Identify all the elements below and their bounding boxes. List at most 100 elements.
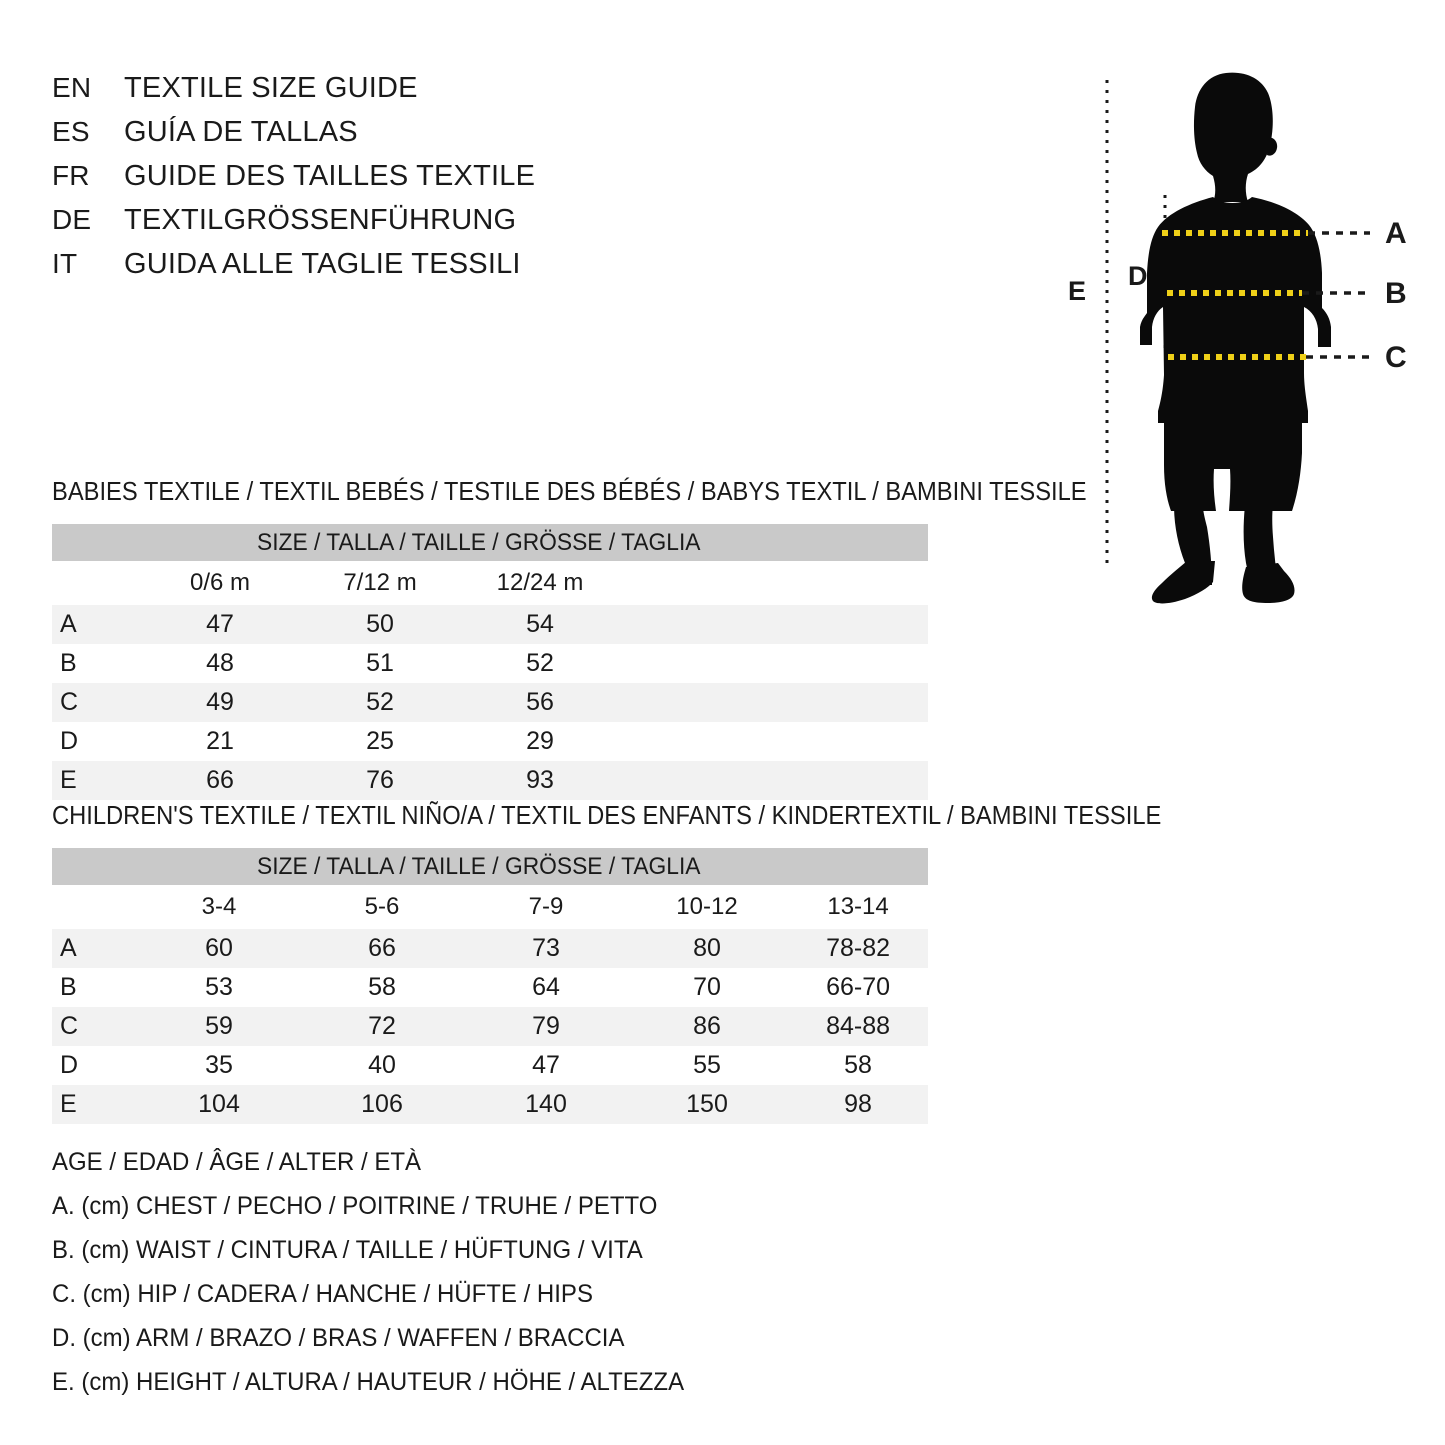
arm-label-d: D [1128,261,1148,291]
table-row: B 53 58 64 70 66-70 [52,968,929,1007]
babies-cell-d-fill [620,722,929,761]
language-code-fr: FR [52,160,90,191]
children-cell-a-4: 78-82 [788,929,929,968]
children-cell-d-1: 40 [298,1046,466,1085]
children-cell-c-3: 86 [626,1007,788,1046]
legend-line-arm: D. (cm) ARM / BRAZO / BRAS / WAFFEN / BR… [52,1324,625,1352]
babies-textile-section: BABIES TEXTILE / TEXTIL BEBÉS / TESTILE … [52,478,1232,800]
children-size-band-row: SIZE / TALLA / TAILLE / GRÖSSE / TAGLIA [52,848,929,885]
babies-size-band-label: SIZE / TALLA / TAILLE / GRÖSSE / TAGLIA [52,524,929,561]
babies-cell-a-2: 54 [460,605,620,644]
children-cell-b-2: 64 [466,968,626,1007]
babies-corner-cell [52,561,140,605]
babies-row-label-e: E [52,761,140,800]
babies-column-header-row: 0/6 m 7/12 m 12/24 m [52,561,929,605]
table-row: D 35 40 47 55 58 [52,1046,929,1085]
babies-cell-d-2: 29 [460,722,620,761]
children-column-header-row: 3-4 5-6 7-9 10-12 13-14 [52,885,929,929]
children-cell-c-2: 79 [466,1007,626,1046]
children-size-table: SIZE / TALLA / TAILLE / GRÖSSE / TAGLIA … [52,848,929,1124]
babies-cell-a-fill [620,605,929,644]
babies-cell-e-1: 76 [300,761,460,800]
children-row-label-a: A [52,929,140,968]
babies-cell-c-1: 52 [300,683,460,722]
legend-line-age: AGE / EDAD / ÂGE / ALTER / ETÀ [52,1148,421,1176]
babies-cell-b-2: 52 [460,644,620,683]
children-corner-cell [52,885,140,929]
table-row: A 47 50 54 [52,605,929,644]
legend-line-height: E. (cm) HEIGHT / ALTURA / HAUTEUR / HÖHE… [52,1368,685,1396]
children-cell-b-0: 53 [140,968,298,1007]
babies-column-header-2: 12/24 m [460,561,620,605]
babies-row-label-b: B [52,644,140,683]
children-cell-e-0: 104 [140,1085,298,1124]
language-title-fr: GUIDE DES TAILLES TEXTILE [124,160,536,192]
language-row-de: DE TEXTILGRÖSSENFÜHRUNG [52,204,692,248]
children-cell-d-3: 55 [626,1046,788,1085]
language-row-es: ES GUÍA DE TALLAS [52,116,692,160]
babies-cell-b-0: 48 [140,644,300,683]
babies-cell-c-0: 49 [140,683,300,722]
table-row: E 104 106 140 150 98 [52,1085,929,1124]
chest-label-a: A [1385,217,1407,250]
babies-cell-e-0: 66 [140,761,300,800]
children-column-header-1: 5-6 [298,885,466,929]
measurement-legend: AGE / EDAD / ÂGE / ALTER / ETÀ A. (cm) C… [52,1140,952,1404]
babies-column-header-1: 7/12 m [300,561,460,605]
language-title-es: GUÍA DE TALLAS [124,116,358,148]
babies-cell-d-0: 21 [140,722,300,761]
language-row-en: EN TEXTILE SIZE GUIDE [52,72,692,116]
waist-label-b: B [1385,277,1407,310]
children-section-title: CHILDREN'S TEXTILE / TEXTIL NIÑO/A / TEX… [52,802,1162,830]
legend-line-hip: C. (cm) HIP / CADERA / HANCHE / HÜFTE / … [52,1280,593,1308]
babies-row-label-d: D [52,722,140,761]
babies-column-header-spacer [620,561,929,605]
babies-section-title: BABIES TEXTILE / TEXTIL BEBÉS / TESTILE … [52,478,1087,506]
child-silhouette-shape [1140,72,1331,604]
babies-row-label-c: C [52,683,140,722]
height-label-e: E [1068,276,1086,306]
children-column-header-2: 7-9 [466,885,626,929]
babies-size-table: SIZE / TALLA / TAILLE / GRÖSSE / TAGLIA … [52,524,929,800]
language-title-en: TEXTILE SIZE GUIDE [124,72,418,104]
children-cell-b-1: 58 [298,968,466,1007]
children-cell-c-1: 72 [298,1007,466,1046]
children-cell-d-2: 47 [466,1046,626,1085]
children-cell-b-3: 70 [626,968,788,1007]
babies-column-header-0: 0/6 m [140,561,300,605]
table-row: C 49 52 56 [52,683,929,722]
table-row: D 21 25 29 [52,722,929,761]
legend-line-waist: B. (cm) WAIST / CINTURA / TAILLE / HÜFTU… [52,1236,643,1264]
language-code-it: IT [52,248,78,279]
children-cell-a-1: 66 [298,929,466,968]
table-row: E 66 76 93 [52,761,929,800]
children-column-header-0: 3-4 [140,885,298,929]
child-silhouette-diagram: A B C D E [1068,72,1407,604]
babies-cell-a-1: 50 [300,605,460,644]
children-cell-c-0: 59 [140,1007,298,1046]
children-row-label-d: D [52,1046,140,1085]
language-row-it: IT GUIDA ALLE TAGLIE TESSILI [52,248,692,292]
table-row: A 60 66 73 80 78-82 [52,929,929,968]
babies-cell-b-1: 51 [300,644,460,683]
children-cell-e-2: 140 [466,1085,626,1124]
children-textile-section: CHILDREN'S TEXTILE / TEXTIL NIÑO/A / TEX… [52,802,1232,1124]
babies-cell-e-fill [620,761,929,800]
children-row-label-b: B [52,968,140,1007]
babies-size-band-row: SIZE / TALLA / TAILLE / GRÖSSE / TAGLIA [52,524,929,561]
babies-cell-a-0: 47 [140,605,300,644]
legend-line-chest: A. (cm) CHEST / PECHO / POITRINE / TRUHE… [52,1192,658,1220]
table-row: B 48 51 52 [52,644,929,683]
children-row-label-c: C [52,1007,140,1046]
children-column-header-3: 10-12 [626,885,788,929]
table-row: C 59 72 79 86 84-88 [52,1007,929,1046]
language-title-it: GUIDA ALLE TAGLIE TESSILI [124,248,521,280]
language-code-de: DE [52,204,92,235]
language-code-es: ES [52,116,90,147]
children-cell-a-0: 60 [140,929,298,968]
children-cell-d-4: 58 [788,1046,929,1085]
babies-cell-d-1: 25 [300,722,460,761]
children-column-header-4: 13-14 [788,885,929,929]
language-code-en: EN [52,72,92,103]
children-cell-d-0: 35 [140,1046,298,1085]
